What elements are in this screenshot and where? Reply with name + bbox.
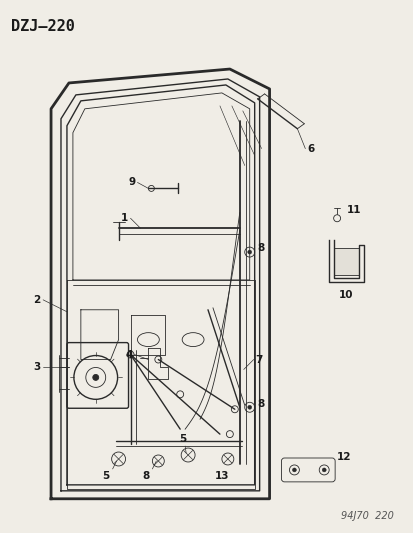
Circle shape [231, 406, 238, 413]
Circle shape [176, 391, 183, 398]
Text: 7: 7 [255, 354, 262, 365]
Text: 4: 4 [125, 350, 132, 360]
Text: 1: 1 [121, 213, 128, 223]
Text: DZJ–220: DZJ–220 [11, 19, 75, 34]
Text: 2: 2 [33, 295, 40, 305]
Circle shape [321, 468, 325, 472]
Circle shape [226, 431, 233, 438]
Text: 8: 8 [257, 243, 264, 253]
Text: 5: 5 [102, 471, 109, 481]
Circle shape [247, 405, 251, 409]
Text: 10: 10 [338, 290, 352, 300]
Text: 8: 8 [142, 471, 150, 481]
Text: 94J70  220: 94J70 220 [340, 511, 393, 521]
Text: 13: 13 [214, 471, 229, 481]
Circle shape [93, 375, 98, 381]
Text: 12: 12 [336, 452, 351, 462]
Text: 3: 3 [33, 362, 40, 373]
Text: 8: 8 [257, 399, 264, 409]
Bar [333, 248, 358, 275]
Text: 11: 11 [346, 205, 361, 215]
Circle shape [127, 351, 134, 358]
Circle shape [247, 250, 251, 254]
Circle shape [292, 468, 296, 472]
Circle shape [154, 356, 161, 363]
Text: 9: 9 [128, 177, 135, 188]
Text: 6: 6 [306, 143, 314, 154]
Text: 5: 5 [179, 434, 186, 444]
